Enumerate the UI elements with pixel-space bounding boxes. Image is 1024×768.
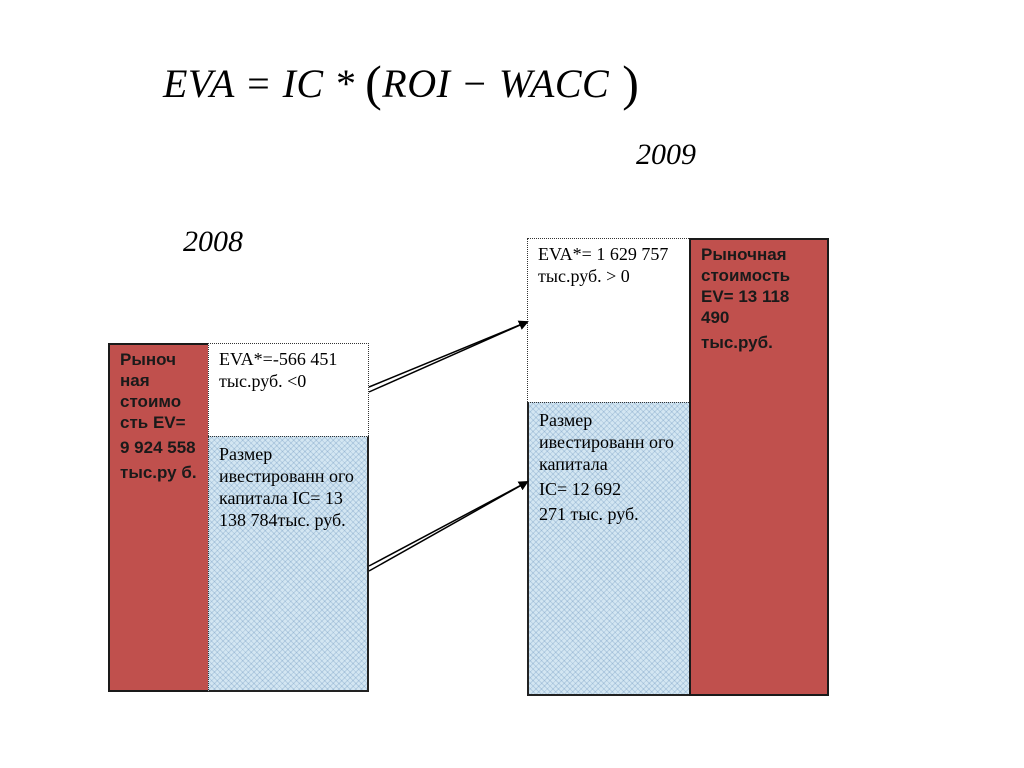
year-2009-label: 2009 xyxy=(636,138,696,171)
formula-eva: EVA xyxy=(163,61,235,106)
formula-open-paren: ( xyxy=(365,55,383,111)
formula-roi: ROI xyxy=(382,61,451,106)
invested-capital-2009-box: Размер ивестированн ого капитала IC= 12 … xyxy=(527,402,691,696)
market-value-2008-label: Рыноч ная стоимо сть EV= xyxy=(120,350,186,432)
arrow-ic-2008-to-2009 xyxy=(368,481,529,572)
invested-capital-2009-unit: 271 тыс. руб. xyxy=(539,504,639,524)
eva-2008-box: EVA*=-566 451 тыс.руб. <0 xyxy=(208,343,369,438)
eva-2009-box: EVA*= 1 629 757 тыс.руб. > 0 xyxy=(527,238,691,404)
invested-capital-2009-amount: IC= 12 692 xyxy=(539,479,622,499)
market-value-2009-label: Рыночная стоимость EV= 13 118 490 xyxy=(701,245,791,327)
market-value-2009-unit: тыс.руб. xyxy=(701,333,773,352)
formula-multiply: * xyxy=(323,61,366,106)
formula-close-paren: ) xyxy=(609,55,640,111)
market-value-2008-box: Рыноч ная стоимо сть EV= 9 924 558 тыс.р… xyxy=(108,343,210,692)
market-value-2008-amount: 9 924 558 xyxy=(120,438,196,457)
arrow-eva-2008-to-2009 xyxy=(368,320,529,393)
year-2008-label: 2008 xyxy=(183,225,243,258)
formula-minus: − xyxy=(450,61,499,106)
invested-capital-2008-box: Размер ивестированн ого капитала IC= 13 … xyxy=(208,436,369,692)
market-value-2009-box: Рыночная стоимость EV= 13 118 490 тыс.ру… xyxy=(689,238,829,696)
formula-wacc: WACC xyxy=(498,61,610,106)
market-value-2008-unit: тыс.ру б. xyxy=(120,463,197,482)
eva-formula: EVA = IC * (ROI − WACC ) xyxy=(163,52,639,112)
eva-2008-text: EVA*=-566 451 тыс.руб. <0 xyxy=(219,349,338,391)
invested-capital-2009-label: Размер ивестированн ого капитала xyxy=(539,410,674,474)
formula-ic: IC xyxy=(282,61,324,106)
eva-2009-text: EVA*= 1 629 757 тыс.руб. > 0 xyxy=(538,244,669,286)
invested-capital-2008-text: Размер ивестированн ого капитала IC= 13 … xyxy=(219,444,354,530)
formula-equals: = xyxy=(234,61,283,106)
